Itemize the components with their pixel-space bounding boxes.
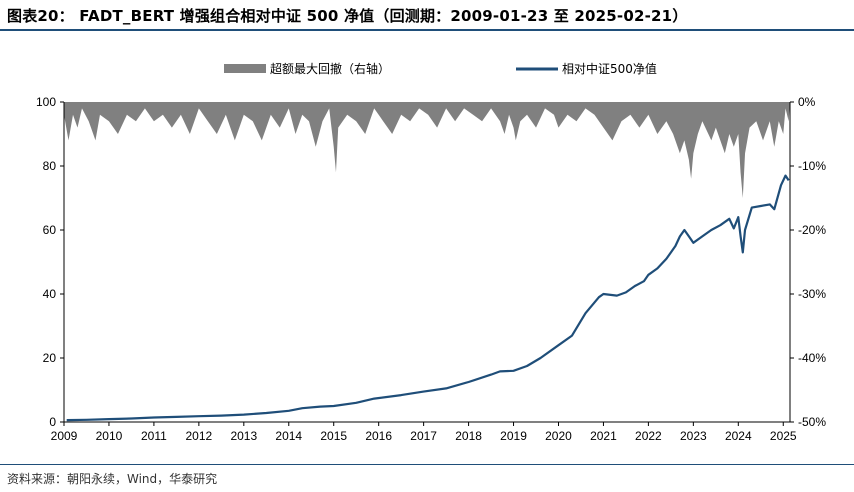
- y-right-tick-label: -30%: [798, 287, 826, 301]
- x-tick-label: 2017: [410, 429, 437, 443]
- x-tick-label: 2024: [725, 429, 752, 443]
- x-tick-label: 2019: [500, 429, 527, 443]
- y-right-tick-label: -20%: [798, 223, 826, 237]
- x-tick-label: 2012: [186, 429, 213, 443]
- x-tick-label: 2011: [141, 429, 167, 443]
- source-note: 资料来源：朝阳永续，Wind，华泰研究: [7, 472, 218, 486]
- x-tick-label: 2015: [320, 429, 347, 443]
- x-tick-label: 2018: [455, 429, 482, 443]
- x-tick-label: 2013: [230, 429, 257, 443]
- y-right-tick-label: -10%: [798, 159, 826, 173]
- legend-swatch-drawdown: [224, 64, 266, 73]
- title-bar: 图表20： FADT_BERT 增强组合相对中证 500 净值（回测期：2009…: [0, 0, 854, 31]
- legend-label-line: 相对中证500净值: [562, 61, 657, 76]
- x-tick-label: 2014: [275, 429, 302, 443]
- x-tick-label: 2010: [96, 429, 123, 443]
- legend-label-drawdown: 超额最大回撤（右轴）: [270, 61, 390, 76]
- y-left-tick-label: 40: [43, 287, 57, 301]
- x-tick-label: 2025: [770, 429, 797, 443]
- footer-rule: [0, 464, 854, 465]
- x-tick-label: 2016: [365, 429, 392, 443]
- x-tick-label: 2021: [590, 429, 617, 443]
- title-rule: [0, 29, 854, 31]
- x-tick-label: 2022: [635, 429, 662, 443]
- x-tick-label: 2009: [51, 429, 78, 443]
- y-left-tick-label: 20: [43, 351, 57, 365]
- net-value-line: [66, 174, 790, 422]
- chart-title: 图表20： FADT_BERT 增强组合相对中证 500 净值（回测期：2009…: [7, 7, 688, 25]
- x-tick-label: 2023: [680, 429, 707, 443]
- y-right-tick-label: 0%: [798, 95, 816, 109]
- drawdown-area: [64, 102, 790, 198]
- y-left-tick-label: 80: [43, 159, 57, 173]
- y-right-tick-label: -40%: [798, 351, 826, 365]
- y-left-tick-label: 60: [43, 223, 57, 237]
- y-left-tick-label: 100: [36, 95, 56, 109]
- chart: 0 20 40 60 80 100 0% -10% -20% -30% -40% -50% 2009 20…: [36, 61, 826, 443]
- x-tick-label: 2020: [545, 429, 572, 443]
- y-right-tick-label: -50%: [798, 415, 826, 429]
- y-left-tick-label: 0: [49, 415, 56, 429]
